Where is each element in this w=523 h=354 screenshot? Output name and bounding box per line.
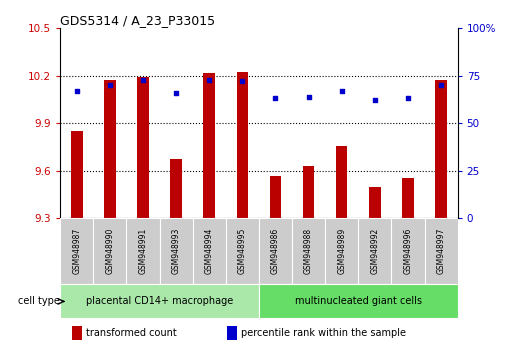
Point	[404, 96, 412, 101]
Bar	[270, 176, 281, 218]
Point	[73, 88, 81, 94]
Text: GSM948989: GSM948989	[337, 228, 346, 274]
Point	[106, 82, 114, 88]
Bar	[60, 284, 259, 319]
Point	[172, 90, 180, 96]
Text: percentile rank within the sample: percentile rank within the sample	[241, 328, 406, 338]
Text: GSM948997: GSM948997	[437, 228, 446, 274]
Bar	[259, 284, 458, 319]
Bar	[435, 80, 447, 218]
Bar	[203, 73, 215, 218]
Bar	[236, 72, 248, 218]
Point	[271, 96, 280, 101]
Point	[205, 77, 213, 82]
Text: GSM948996: GSM948996	[403, 228, 413, 274]
Bar	[93, 218, 127, 284]
Bar	[104, 80, 116, 218]
Point	[437, 82, 445, 88]
Bar	[226, 218, 259, 284]
Text: GSM948991: GSM948991	[139, 228, 147, 274]
Text: GSM948995: GSM948995	[238, 228, 247, 274]
Bar	[192, 218, 226, 284]
Bar	[425, 218, 458, 284]
Bar	[71, 131, 83, 218]
Text: placental CD14+ macrophage: placental CD14+ macrophage	[86, 296, 233, 307]
Text: GSM948990: GSM948990	[105, 228, 115, 274]
Bar	[369, 187, 381, 218]
Text: GSM948988: GSM948988	[304, 228, 313, 274]
Bar	[170, 160, 182, 218]
Bar	[72, 326, 82, 340]
Bar	[292, 218, 325, 284]
Bar	[336, 146, 347, 218]
Bar	[358, 218, 391, 284]
Bar	[303, 166, 314, 218]
Text: transformed count: transformed count	[86, 328, 177, 338]
Text: GSM948994: GSM948994	[204, 228, 214, 274]
Bar	[402, 178, 414, 218]
Point	[371, 98, 379, 103]
Bar	[60, 218, 93, 284]
Bar	[391, 218, 425, 284]
Point	[304, 94, 313, 99]
Bar	[127, 218, 160, 284]
Bar	[325, 218, 358, 284]
Bar	[227, 326, 237, 340]
Bar	[160, 218, 192, 284]
Text: GSM948993: GSM948993	[172, 228, 180, 274]
Text: multinucleated giant cells: multinucleated giant cells	[295, 296, 422, 307]
Point	[238, 79, 246, 84]
Text: GSM948986: GSM948986	[271, 228, 280, 274]
Text: GSM948992: GSM948992	[370, 228, 379, 274]
Text: cell type: cell type	[18, 296, 60, 307]
Text: GDS5314 / A_23_P33015: GDS5314 / A_23_P33015	[60, 14, 215, 27]
Text: GSM948987: GSM948987	[72, 228, 81, 274]
Point	[337, 88, 346, 94]
Bar	[137, 76, 149, 218]
Point	[139, 77, 147, 82]
Bar	[259, 218, 292, 284]
